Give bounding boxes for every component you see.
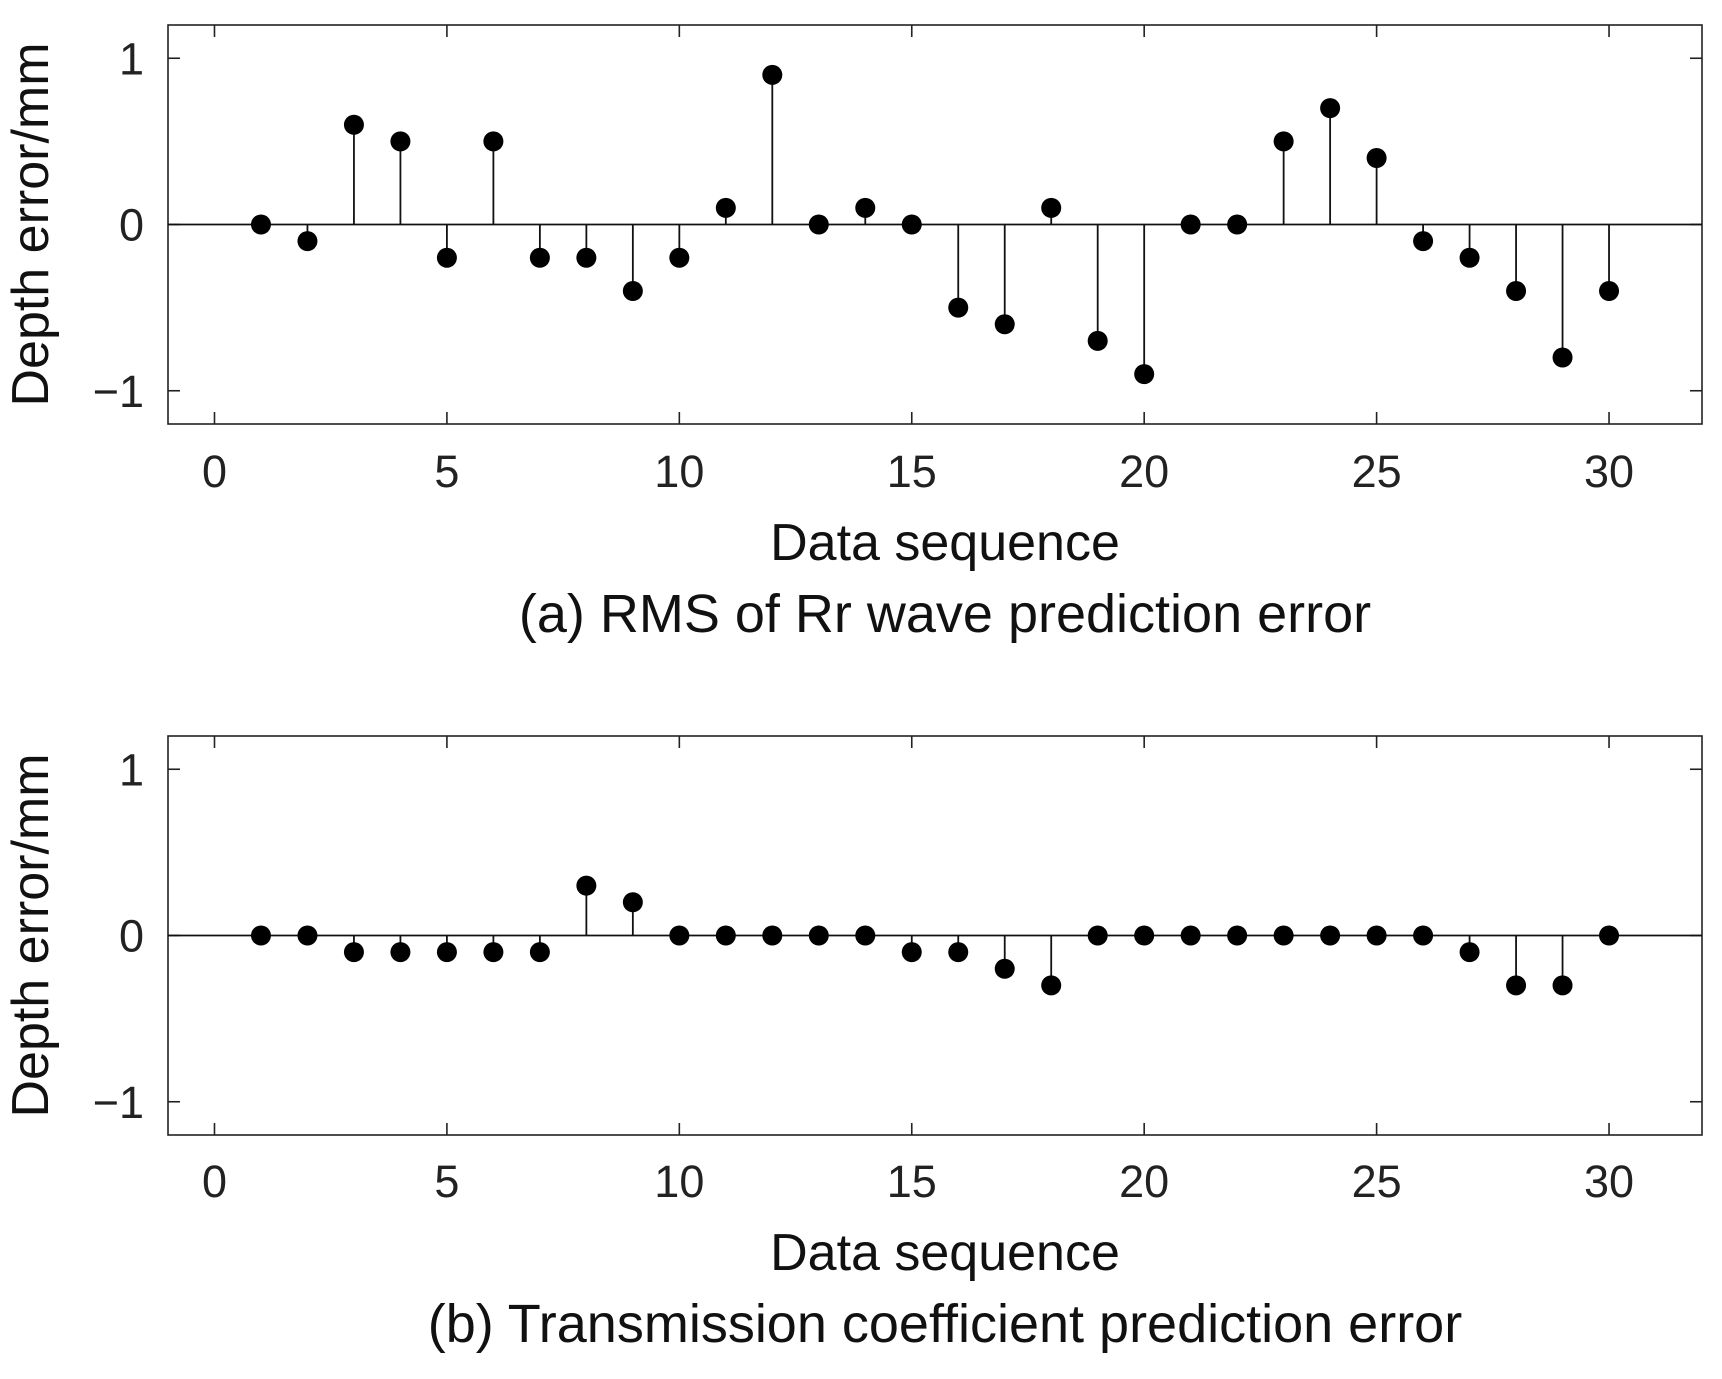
stem-marker xyxy=(576,875,597,896)
stem-marker xyxy=(1041,197,1062,218)
stem-marker xyxy=(250,214,271,235)
x-tick-label: 15 xyxy=(887,1156,937,1207)
stem-marker xyxy=(669,247,690,268)
y-tick-label: 1 xyxy=(119,744,144,795)
stem-marker xyxy=(529,247,550,268)
y-tick-label: 1 xyxy=(119,33,144,84)
x-tick-label: 30 xyxy=(1584,446,1634,497)
stem-marker xyxy=(1599,281,1620,301)
x-tick-label: 5 xyxy=(434,446,459,497)
x-tick-label: 25 xyxy=(1352,446,1402,497)
stem-marker xyxy=(1413,925,1434,946)
stem-marker xyxy=(297,231,318,252)
stem-marker xyxy=(901,214,922,235)
stem-marker xyxy=(994,314,1015,335)
stem-marker xyxy=(1180,214,1201,235)
stem-marker xyxy=(576,247,597,268)
stem-marker xyxy=(343,942,364,963)
stem-marker xyxy=(808,214,829,235)
stem-marker xyxy=(1320,925,1341,946)
stem-marker xyxy=(1134,925,1155,946)
stem-marker xyxy=(436,247,457,268)
stem-marker xyxy=(483,942,504,963)
stem-marker xyxy=(483,131,504,152)
x-tick-label: 0 xyxy=(202,446,227,497)
stem-marker xyxy=(436,942,457,963)
stem-marker xyxy=(297,925,318,946)
y-tick-label: 0 xyxy=(119,911,144,962)
chart-caption: (a) RMS of Rr wave prediction error xyxy=(519,584,1371,644)
stem-marker xyxy=(1041,975,1062,996)
stem-marker xyxy=(715,197,736,218)
y-tick-label: 0 xyxy=(119,200,144,251)
x-tick-label: 5 xyxy=(434,1156,459,1207)
stem-marker xyxy=(390,131,411,152)
stem-marker xyxy=(1552,347,1573,368)
y-axis-title: Depth error/mm xyxy=(2,42,60,406)
x-tick-label: 20 xyxy=(1119,1156,1169,1207)
stem-marker xyxy=(1273,925,1294,946)
stem-marker xyxy=(669,925,690,946)
stem-marker xyxy=(1227,214,1248,235)
stem-marker xyxy=(1459,942,1480,963)
stem-marker xyxy=(948,297,969,318)
stem-marker xyxy=(622,892,643,913)
stem-marker xyxy=(762,925,783,946)
stem-marker xyxy=(529,942,550,963)
x-axis-title: Data sequence xyxy=(770,1224,1120,1282)
stem-marker xyxy=(1180,925,1201,946)
stem-marker xyxy=(1552,975,1573,996)
stem-marker xyxy=(622,281,643,301)
stem-marker xyxy=(1366,148,1387,168)
y-tick-label: −1 xyxy=(93,1077,144,1128)
stem-marker xyxy=(1087,330,1108,351)
stem-marker xyxy=(855,197,876,218)
x-axis-title: Data sequence xyxy=(770,514,1120,572)
chart-caption: (b) Transmission coefficient prediction … xyxy=(428,1294,1462,1354)
stem-marker xyxy=(1320,98,1341,119)
x-tick-label: 10 xyxy=(654,446,704,497)
stem-marker xyxy=(250,925,271,946)
y-axis-title: Depth error/mm xyxy=(2,753,60,1117)
x-tick-label: 0 xyxy=(202,1156,227,1207)
stem-marker xyxy=(1506,281,1527,301)
stem-marker xyxy=(948,942,969,963)
stem-marker xyxy=(1227,925,1248,946)
stem-marker xyxy=(1506,975,1527,996)
stem-marker xyxy=(343,114,364,135)
stem-marker xyxy=(1459,247,1480,268)
x-tick-label: 20 xyxy=(1119,446,1169,497)
x-tick-label: 15 xyxy=(887,446,937,497)
stem-marker xyxy=(808,925,829,946)
x-tick-label: 10 xyxy=(654,1156,704,1207)
x-tick-label: 30 xyxy=(1584,1156,1634,1207)
stem-marker xyxy=(715,925,736,946)
y-tick-label: −1 xyxy=(93,366,144,417)
stem-marker xyxy=(1087,925,1108,946)
stem-marker xyxy=(855,925,876,946)
stem-marker xyxy=(1413,231,1434,252)
stem-marker xyxy=(1134,364,1155,385)
stem-marker xyxy=(1273,131,1294,152)
stem-marker xyxy=(1366,925,1387,946)
stem-marker xyxy=(901,942,922,963)
x-tick-label: 25 xyxy=(1352,1156,1402,1207)
stem-marker xyxy=(994,958,1015,979)
stem-marker xyxy=(390,942,411,963)
stem-marker xyxy=(1599,925,1620,946)
stem-marker xyxy=(762,64,783,85)
